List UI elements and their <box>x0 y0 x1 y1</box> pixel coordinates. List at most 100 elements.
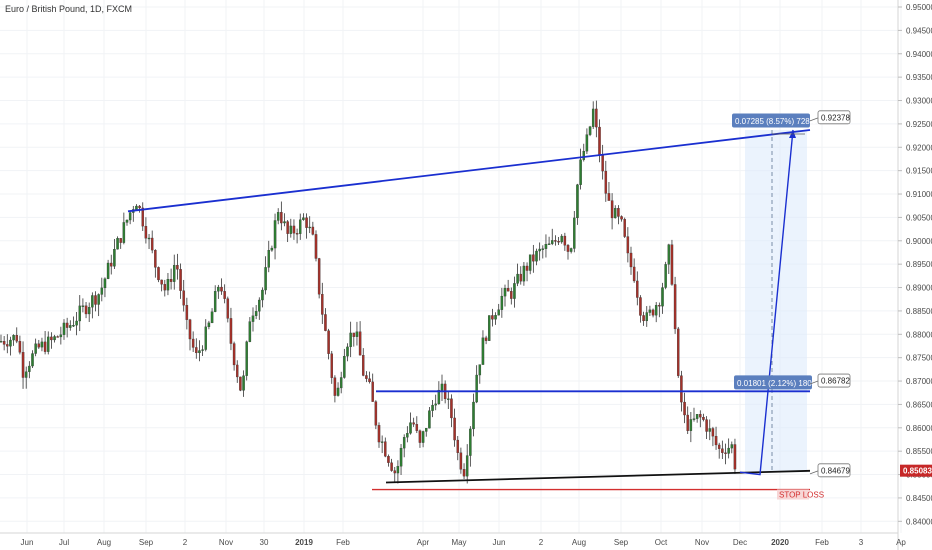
candle-down <box>717 444 721 449</box>
x-tick-label: Aug <box>97 538 111 547</box>
candle-down <box>368 378 371 383</box>
candle-up <box>346 346 349 357</box>
candle-down <box>226 298 230 319</box>
candle-down <box>163 284 167 291</box>
candle-down <box>680 375 683 403</box>
candle-up <box>59 334 63 338</box>
candle-up <box>475 374 478 403</box>
candle-up <box>402 437 406 449</box>
x-tick-label: Apr <box>417 538 430 547</box>
candle-down <box>491 315 494 320</box>
candle-up <box>579 159 582 185</box>
candle-up <box>135 205 138 210</box>
candle-down <box>188 319 192 340</box>
candle-down <box>333 377 337 396</box>
candle-down <box>658 305 661 307</box>
x-tick-label: Aug <box>572 538 586 547</box>
price-label-box <box>817 463 851 478</box>
candle-up <box>421 431 425 443</box>
candle-up <box>298 219 302 234</box>
x-tick-label: 30 <box>260 538 269 547</box>
candle-up <box>573 217 576 249</box>
candle-up <box>730 444 734 449</box>
candle-up <box>204 326 207 350</box>
candle-down <box>286 221 289 234</box>
candle-down <box>651 309 655 316</box>
candle-down <box>721 448 724 453</box>
candle-down <box>484 337 488 341</box>
x-tick-label: 2020 <box>771 538 789 547</box>
price-label-leader <box>809 117 819 122</box>
candle-up <box>276 212 280 221</box>
candle-up <box>122 222 126 243</box>
candle-up <box>242 375 245 391</box>
candle-up <box>78 305 82 322</box>
candle-down <box>639 297 642 316</box>
candle-down <box>387 456 390 463</box>
x-tick-label: Nov <box>695 538 709 547</box>
candle-up <box>654 305 658 316</box>
stop-loss-box <box>777 489 809 500</box>
candle-up <box>551 240 554 244</box>
candle-up <box>207 322 211 328</box>
candle-up <box>569 248 573 252</box>
candle-up <box>308 226 311 229</box>
candle-down <box>733 444 737 470</box>
candle-up <box>172 265 176 282</box>
candles <box>0 100 737 484</box>
candle-down <box>327 330 330 354</box>
stop-loss-label: STOP LOSS <box>779 491 824 500</box>
price-label-leader <box>809 470 819 475</box>
time-axis[interactable]: Jun Jul Aug Sep 2 Nov 30 2019 Feb Apr May Jun 2 Aug Se… <box>21 538 907 547</box>
candle-up <box>667 244 671 265</box>
measure-label: 0.01801 (2.12%) 180.1 <box>737 379 819 388</box>
candle-up <box>302 217 305 220</box>
candle-up <box>576 184 579 219</box>
candle-down <box>220 286 223 292</box>
x-tick-label: 2 <box>183 538 188 547</box>
candle-up <box>97 294 100 305</box>
x-tick-label: 2019 <box>295 538 313 547</box>
candle-down <box>617 208 620 217</box>
candle-up <box>339 377 343 389</box>
candle-up <box>582 151 586 160</box>
candle-down <box>604 170 608 194</box>
candle-down <box>15 335 18 342</box>
price-label: 0.86782 <box>821 377 850 386</box>
candle-up <box>9 339 12 347</box>
candle-down <box>642 315 645 322</box>
annotation-lines <box>127 129 811 491</box>
x-tick-label: 3 <box>859 538 864 547</box>
candle-down <box>223 291 226 299</box>
candle-up <box>245 341 248 376</box>
candle-down <box>160 279 163 285</box>
candle-down <box>361 355 365 376</box>
candle-down <box>595 108 598 128</box>
candle-down <box>636 280 639 298</box>
candle-up <box>588 126 592 135</box>
candle-down <box>377 425 381 443</box>
candle-down <box>418 430 422 443</box>
candle-down <box>393 470 396 474</box>
candle-up <box>497 309 500 316</box>
candle-down <box>94 295 97 305</box>
candle-down <box>191 338 195 348</box>
candle-up <box>100 287 104 295</box>
candle-down <box>321 294 324 315</box>
price-label-box <box>817 373 851 388</box>
candle-up <box>62 322 66 335</box>
candle-up <box>399 447 403 467</box>
candle-down <box>18 341 22 353</box>
candle-up <box>87 307 91 315</box>
candle-up <box>478 364 482 376</box>
support-line <box>385 469 811 484</box>
candle-up <box>494 315 497 320</box>
